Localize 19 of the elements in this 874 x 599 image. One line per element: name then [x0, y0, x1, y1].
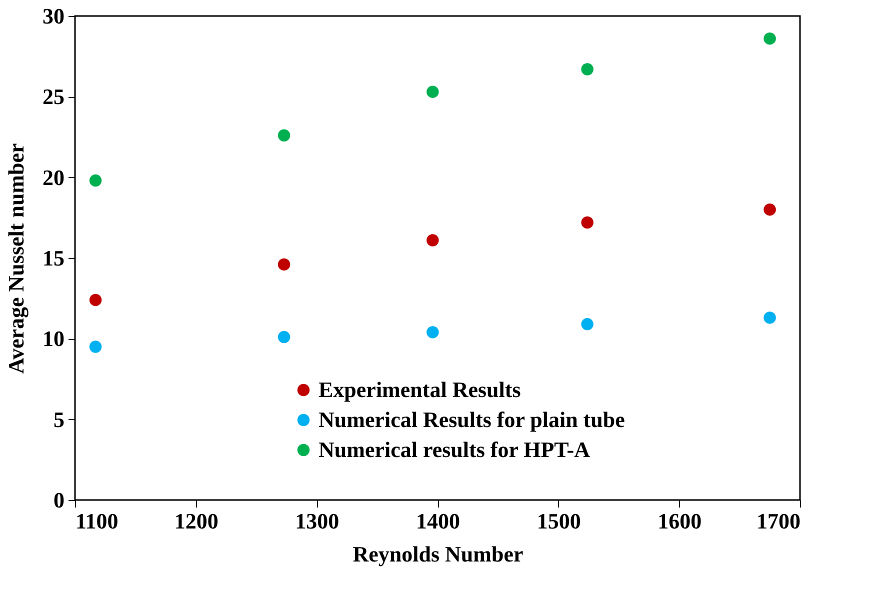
- x-axis-title: Reynolds Number: [352, 542, 524, 566]
- x-tick-label: 1500: [536, 508, 581, 534]
- x-tick-label: 1200: [174, 508, 218, 534]
- y-tick-label: 0: [54, 488, 64, 512]
- y-tick-label: 25: [42, 84, 64, 110]
- x-tick-label: 1100: [76, 508, 118, 534]
- y-tick-label: 10: [42, 326, 64, 352]
- x-tick-label: 1400: [416, 508, 460, 534]
- legend-label: Experimental Results: [318, 377, 522, 402]
- legend-label: Numerical results for HPT-A: [318, 437, 590, 462]
- x-tick-label: 1300: [295, 508, 340, 534]
- y-tick-label: 5: [54, 406, 64, 432]
- y-tick-label: 20: [42, 164, 64, 190]
- y-tick-label: 15: [42, 246, 64, 270]
- y-tick-label: 30: [42, 4, 64, 28]
- x-tick-label: 1600: [658, 508, 702, 534]
- x-tick-label: 1700: [756, 508, 800, 534]
- y-axis-title: Average Nusselt number: [4, 142, 28, 374]
- legend-label: Numerical Results for plain tube: [318, 407, 626, 432]
